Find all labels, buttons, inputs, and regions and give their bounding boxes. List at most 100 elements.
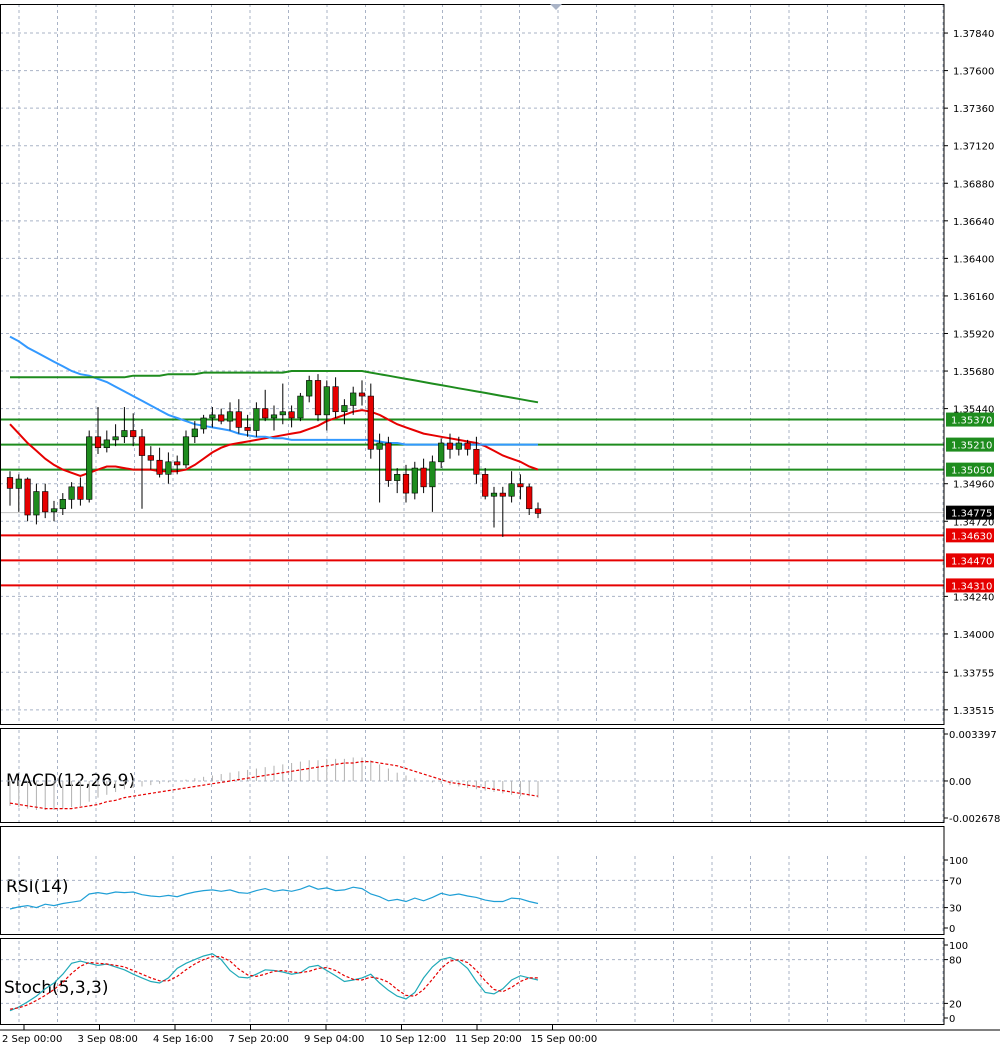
candle-body bbox=[464, 442, 471, 450]
candle-bullish bbox=[376, 433, 383, 503]
candle-bullish bbox=[297, 392, 304, 422]
candle-bearish bbox=[314, 374, 322, 422]
price-tick-label: 1.37600 bbox=[953, 67, 994, 78]
candle-bullish bbox=[253, 402, 260, 437]
candle-bearish bbox=[499, 486, 506, 537]
price-tick-label: 1.35920 bbox=[953, 329, 994, 340]
candle-body bbox=[446, 442, 454, 450]
candle-bearish bbox=[482, 468, 489, 500]
candle-body bbox=[226, 411, 234, 422]
candle-body bbox=[165, 461, 172, 475]
candle-body bbox=[253, 408, 260, 431]
candle-bearish bbox=[288, 405, 295, 428]
level-tag bbox=[946, 578, 994, 593]
candle-bearish bbox=[332, 377, 339, 418]
candlesticks bbox=[6, 374, 542, 537]
grid bbox=[0, 4, 944, 1022]
indicator-tick-label: 0 bbox=[949, 924, 955, 935]
candle-bullish bbox=[438, 438, 445, 469]
axes: 1.37840 1.37600 1.37360 1.37120 1.36880 1.366… bbox=[2, 29, 1000, 1045]
candle-bullish bbox=[86, 430, 93, 503]
time-tick-label: 3 Sep 08:00 bbox=[78, 1034, 138, 1045]
price-tick-label: 1.36160 bbox=[953, 292, 994, 303]
time-tick-label: 15 Sep 00:00 bbox=[531, 1034, 598, 1045]
candle-body bbox=[6, 477, 14, 489]
candle-bearish bbox=[446, 433, 454, 459]
level-tag bbox=[946, 412, 994, 427]
candle-bullish bbox=[455, 436, 462, 456]
candle-bullish bbox=[200, 414, 207, 434]
candle-bullish bbox=[490, 486, 498, 528]
candle-body bbox=[174, 461, 181, 466]
candle-bearish bbox=[6, 471, 14, 506]
candle-body bbox=[367, 395, 374, 450]
rsi-pane[interactable]: RSI(14) bbox=[0, 877, 944, 910]
candle-bullish bbox=[508, 471, 515, 503]
time-tick-label: 10 Sep 12:00 bbox=[380, 1034, 447, 1045]
indicator-tick-label: 30 bbox=[949, 904, 962, 915]
indicator-tick-label: 0.003397 bbox=[949, 730, 997, 741]
candle-body bbox=[376, 442, 383, 450]
candle-bearish bbox=[420, 458, 427, 494]
candle-bearish bbox=[235, 399, 242, 434]
candle-bullish bbox=[323, 380, 330, 431]
candle-bearish bbox=[174, 455, 181, 475]
level-tag bbox=[946, 553, 994, 568]
candle-body bbox=[147, 455, 154, 461]
candle-body bbox=[86, 436, 93, 500]
candle-bearish bbox=[42, 483, 49, 519]
candle-body bbox=[385, 442, 392, 481]
candle-body bbox=[508, 483, 515, 497]
support-resistance-levels: 1.35370 1.35210 1.35050 1.34630 1.34470 1.343… bbox=[0, 412, 994, 593]
candle-body bbox=[402, 474, 410, 494]
candle-body bbox=[279, 411, 286, 416]
price-tick-label: 1.33515 bbox=[953, 706, 994, 717]
candle-body bbox=[200, 417, 207, 430]
candle-bullish bbox=[350, 386, 357, 415]
candle-body bbox=[182, 436, 190, 466]
level-tag bbox=[946, 437, 994, 452]
candle-body bbox=[455, 442, 462, 450]
macd-pane[interactable]: MACD(12,26,9) bbox=[0, 757, 944, 811]
candle-bullish bbox=[33, 483, 40, 525]
candle-bearish bbox=[385, 436, 392, 487]
candle-bearish bbox=[130, 413, 137, 447]
candle-bullish bbox=[226, 402, 234, 431]
candle-bearish bbox=[358, 380, 366, 406]
rsi-line bbox=[9, 885, 539, 910]
candle-body bbox=[156, 459, 163, 475]
candle-bullish bbox=[429, 455, 436, 512]
stoch-pane[interactable]: Stoch(5,3,3) bbox=[0, 953, 944, 1012]
candle-body bbox=[526, 486, 533, 510]
price-tick-label: 1.36640 bbox=[953, 217, 994, 228]
price-pane[interactable]: 1.35370 1.35210 1.35050 1.34630 1.34470 1.343… bbox=[0, 335, 994, 593]
candle-bearish bbox=[147, 446, 154, 470]
candle-body bbox=[33, 491, 40, 516]
candle-body bbox=[138, 436, 146, 456]
time-tick-label: 9 Sep 04:00 bbox=[304, 1034, 364, 1045]
pane-frames bbox=[0, 4, 1000, 1031]
price-tick-label: 1.34720 bbox=[953, 517, 994, 528]
candle-body bbox=[323, 386, 330, 416]
current-price-label: 1.34775 bbox=[951, 509, 992, 520]
price-tick-label: 1.35440 bbox=[953, 405, 994, 416]
candle-bearish bbox=[367, 383, 374, 459]
candle-body bbox=[59, 499, 66, 510]
time-tick-label: 7 Sep 20:00 bbox=[229, 1034, 289, 1045]
candle-body bbox=[42, 491, 49, 513]
candle-bullish bbox=[15, 474, 22, 512]
indicator-tick-label: 80 bbox=[949, 956, 962, 967]
candle-bearish bbox=[534, 502, 542, 519]
candle-body bbox=[15, 478, 22, 489]
candle-body bbox=[314, 380, 322, 416]
candle-body bbox=[420, 467, 427, 488]
candle-body bbox=[244, 427, 251, 431]
candle-bullish bbox=[209, 407, 216, 428]
price-tick-label: 1.36400 bbox=[953, 254, 994, 265]
price-tick-label: 1.34240 bbox=[953, 592, 994, 603]
candle-bullish bbox=[394, 468, 401, 494]
candle-body bbox=[112, 436, 119, 441]
candle-bearish bbox=[94, 407, 102, 454]
candle-body bbox=[534, 508, 542, 514]
